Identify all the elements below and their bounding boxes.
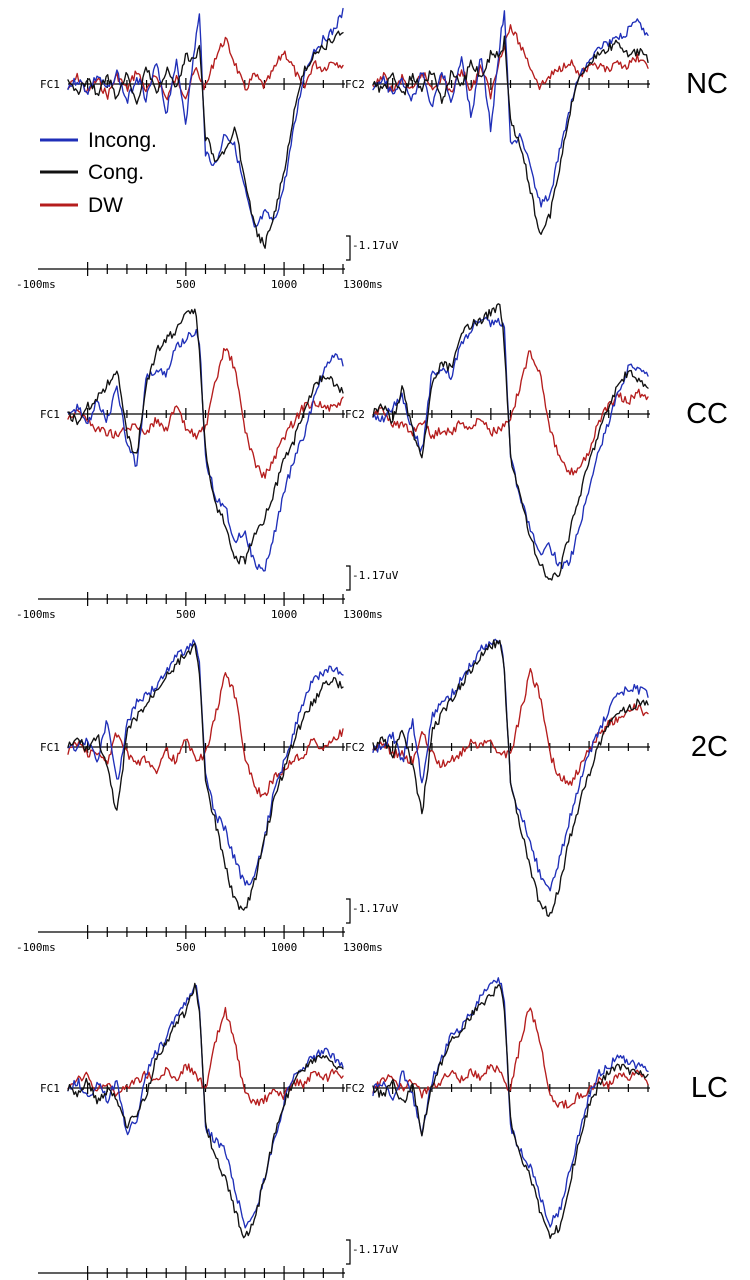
time-tick-label: 500 [176,941,196,954]
waveform-dw-fc2 [372,24,649,100]
waveform-incong-fc1 [67,984,344,1229]
amplitude-scale-label: -1.17uV [352,569,399,582]
time-tick-label: 1000 [271,608,298,621]
time-tick-label: 1000 [271,278,298,291]
electrode-label-fc1: FC1 [40,1082,60,1095]
condition-label-nc: NC [686,68,728,100]
legend-label-incong: Incong. [88,129,157,152]
waveform-cong-fc1 [67,982,344,1239]
waveform-incong-fc2 [372,638,649,892]
amplitude-scale-bracket [346,565,351,591]
condition-label-lc: LC [691,1072,728,1104]
waveform-dw-fc2 [372,668,649,786]
time-tick-label: 1300ms [343,941,383,954]
waveform-dw-fc1 [67,1006,344,1107]
electrode-label-fc2: FC2 [345,1082,365,1095]
waveform-cong-fc1 [67,642,344,911]
waveform-dw-fc1 [67,347,344,479]
waveform-incong-fc1 [67,639,344,886]
electrode-label-fc1: FC1 [40,741,60,754]
time-tick-label: 500 [176,608,196,621]
amplitude-scale-bracket [346,898,351,924]
amplitude-scale-label: -1.17uV [352,239,399,252]
waveform-cong-fc2 [372,35,649,235]
electrode-label-fc2: FC2 [345,408,365,421]
legend: Incong. Cong. DW [40,129,157,217]
legend-label-dw: DW [88,194,123,217]
amplitude-scale-bracket [346,235,351,261]
amplitude-scale-label: -1.17uV [352,902,399,915]
time-tick-label: 1300ms [343,608,383,621]
time-tick-label: -100ms [16,278,56,291]
waveform-incong-fc2 [372,10,649,208]
waveform-cong-fc1 [67,30,344,249]
condition-label-cc: CC [686,398,728,430]
amplitude-scale-bracket [346,1239,351,1265]
waveform-cong-fc2 [372,639,649,917]
electrode-label-fc1: FC1 [40,408,60,421]
time-tick-label: 500 [176,278,196,291]
electrode-label-fc2: FC2 [345,78,365,91]
waveform-cong-fc2 [372,303,649,581]
electrode-label-fc2: FC2 [345,741,365,754]
condition-label-2c: 2C [691,731,728,763]
electrode-label-fc1: FC1 [40,78,60,91]
time-tick-label: -100ms [16,941,56,954]
waveform-cong-fc1 [67,308,344,565]
waveform-incong-fc1 [67,328,344,572]
waveform-cong-fc2 [372,984,649,1239]
time-tick-label: 1300ms [343,278,383,291]
time-tick-label: -100ms [16,608,56,621]
amplitude-scale-label: -1.17uV [352,1243,399,1256]
waveform-dw-fc1 [67,672,344,798]
waveform-incong-fc2 [372,977,649,1228]
legend-label-cong: Cong. [88,161,144,184]
waveform-incong-fc1 [67,7,344,228]
time-tick-label: 1000 [271,941,298,954]
waveform-dw-fc2 [372,350,649,476]
